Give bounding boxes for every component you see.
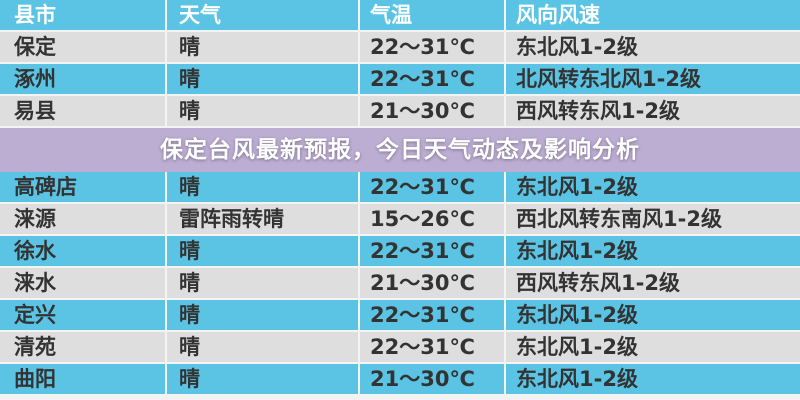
cell-county: 清苑 bbox=[0, 332, 167, 362]
cell-county: 徐水 bbox=[0, 236, 167, 266]
header-weather: 天气 bbox=[167, 0, 360, 30]
cell-weather: 晴 bbox=[167, 64, 360, 94]
cell-temperature: 22～31℃ bbox=[360, 236, 506, 266]
table-row: 高碑店晴 22～31℃ 东北风1-2级 bbox=[0, 172, 800, 204]
cell-wind: 东北风1-2级 bbox=[516, 367, 638, 391]
cell-wind: 北风转东北风1-2级 bbox=[516, 67, 701, 91]
cell-county: 涞水 bbox=[0, 268, 167, 298]
cell-weather: 晴 bbox=[167, 300, 360, 330]
cell-weather: 晴 bbox=[167, 268, 360, 298]
cell-temperature: 22～31℃ bbox=[360, 172, 506, 202]
cell-wind: 西风转东风1-2级 bbox=[516, 99, 680, 123]
cell-weather: 晴 bbox=[167, 236, 360, 266]
table-row: 定兴晴 22～31℃ 东北风1-2级 bbox=[0, 300, 800, 332]
cell-temperature: 22～31℃ bbox=[360, 64, 506, 94]
cell-wind: 西风转东风1-2级 bbox=[516, 271, 680, 295]
table-row: 徐水晴 22～31℃ 东北风1-2级 bbox=[0, 236, 800, 268]
cell-county: 涞源 bbox=[0, 204, 167, 234]
header-temperature: 气温 bbox=[360, 0, 506, 30]
table-row: 保定晴 22～31℃ 东北风1-2级 bbox=[0, 32, 800, 64]
cell-temperature: 21～30℃ bbox=[360, 268, 506, 298]
cell-temperature: 22～31℃ bbox=[360, 332, 506, 362]
cell-temperature: 15～26℃ bbox=[360, 204, 506, 234]
cell-temperature: 22～31℃ bbox=[360, 32, 506, 62]
cell-wind: 东北风1-2级 bbox=[516, 35, 638, 59]
cell-county: 涿州 bbox=[0, 64, 167, 94]
article-title: 保定台风最新预报，今日天气动态及影响分析 bbox=[160, 137, 640, 163]
cell-county: 曲阳 bbox=[0, 364, 167, 394]
cell-weather: 雷阵雨转晴 bbox=[167, 204, 360, 234]
table-row: 涿州晴 22～31℃ 北风转东北风1-2级 bbox=[0, 64, 800, 96]
table-row: 易县晴 21～30℃ 西风转东风1-2级 bbox=[0, 96, 800, 128]
table-header: 县市 天气 气温 风向风速 bbox=[0, 0, 800, 32]
cell-weather: 晴 bbox=[167, 332, 360, 362]
cell-weather: 晴 bbox=[167, 32, 360, 62]
cell-county: 易县 bbox=[0, 96, 167, 126]
cell-county: 高碑店 bbox=[0, 172, 167, 202]
cell-weather: 晴 bbox=[167, 96, 360, 126]
cell-county: 保定 bbox=[0, 32, 167, 62]
cell-temperature: 22～31℃ bbox=[360, 300, 506, 330]
cell-wind: 东北风1-2级 bbox=[516, 335, 638, 359]
cell-county: 定兴 bbox=[0, 300, 167, 330]
cell-temperature: 21～30℃ bbox=[360, 96, 506, 126]
table-row: 涞源 雷阵雨转晴 15～26℃ 西北风转东南风1-2级 bbox=[0, 204, 800, 236]
table-row: 涞水晴 21～30℃ 西风转东风1-2级 bbox=[0, 268, 800, 300]
cell-weather: 晴 bbox=[167, 172, 360, 202]
cell-temperature: 21～30℃ bbox=[360, 364, 506, 394]
header-county: 县市 bbox=[0, 0, 167, 30]
title-banner: 保定台风最新预报，今日天气动态及影响分析 bbox=[0, 128, 800, 172]
cell-wind: 西北风转东南风1-2级 bbox=[516, 207, 722, 231]
cell-wind: 东北风1-2级 bbox=[516, 303, 638, 327]
cell-wind: 东北风1-2级 bbox=[516, 239, 638, 263]
header-wind: 风向风速 bbox=[516, 3, 600, 27]
cell-weather: 晴 bbox=[167, 364, 360, 394]
table-row: 清苑晴 22～31℃ 东北风1-2级 bbox=[0, 332, 800, 364]
cell-wind: 东北风1-2级 bbox=[516, 175, 638, 199]
table-row: 曲阳晴 21～30℃ 东北风1-2级 bbox=[0, 364, 800, 396]
